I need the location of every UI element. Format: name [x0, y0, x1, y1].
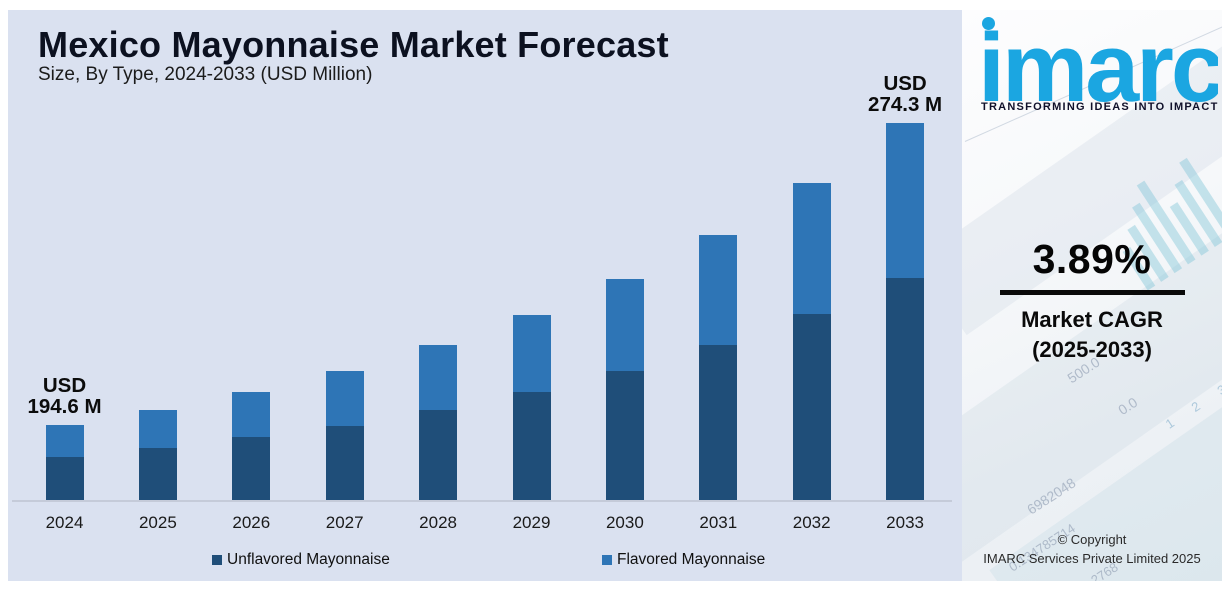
x-axis-label-2033: 2033 — [886, 513, 924, 532]
bar-segment-flavored-2029 — [512, 315, 551, 392]
watermark-axis-label: 0.0 — [1115, 393, 1141, 419]
brand-panel: 500.0 0.0 1 2 3 4 6982048 0.134785714 27… — [962, 10, 1222, 581]
x-axis-label-2032: 2032 — [792, 513, 831, 532]
bar-segment-flavored-2028 — [419, 345, 458, 410]
x-axis-label-2025: 2025 — [138, 513, 177, 532]
cagr-label: Market CAGR — [1021, 307, 1163, 332]
copyright-line1: © Copyright — [1057, 532, 1127, 547]
bar-segment-unflavored-2028 — [419, 410, 458, 500]
bar-segment-flavored-2026 — [232, 392, 271, 437]
x-axis-label-2026: 2026 — [232, 513, 271, 532]
bar-segment-flavored-2030 — [605, 279, 644, 371]
bar-segment-unflavored-2030 — [605, 371, 644, 500]
bar-segment-unflavored-2031 — [699, 345, 738, 500]
legend-item-0: Unflavored Mayonnaise — [212, 551, 390, 569]
page-subtitle: Size, By Type, 2024-2033 (USD Million) — [38, 64, 373, 85]
x-axis-label-2030: 2030 — [605, 513, 644, 532]
bar-segment-unflavored-2027 — [325, 426, 364, 500]
x-axis-label-2027: 2027 — [325, 513, 364, 532]
value-label-2024: USD 194.6 M — [27, 374, 102, 418]
legend-item-1: Flavored Mayonnaise — [602, 551, 765, 569]
cagr-period: (2025-2033) — [1032, 337, 1152, 362]
legend-swatch-icon — [212, 555, 222, 565]
x-axis-label-2024: 2024 — [45, 513, 84, 532]
watermark-x-ticks: 1 2 3 4 — [1162, 359, 1222, 432]
imarc-logo-dot-icon — [982, 17, 995, 30]
bar-segment-flavored-2024 — [45, 425, 84, 457]
x-axis-line — [12, 500, 952, 502]
value-label-2033: USD 274.3 M — [868, 72, 943, 116]
page-title: Mexico Mayonnaise Market Forecast — [38, 24, 669, 65]
bar-segment-flavored-2025 — [138, 410, 177, 448]
legend-swatch-icon — [602, 555, 612, 565]
bar-segment-unflavored-2026 — [232, 437, 271, 500]
chart-panel: Mexico Mayonnaise Market Forecast Size, … — [8, 10, 962, 581]
brand-tagline: TRANSFORMING IDEAS INTO IMPACT — [981, 101, 1219, 113]
x-axis-label-2028: 2028 — [419, 513, 457, 532]
cagr-underline — [999, 290, 1185, 295]
bar-segment-flavored-2031 — [699, 235, 738, 345]
cagr-block: 3.89% Market CAGR (2025-2033) — [962, 236, 1222, 363]
imarc-logo: imarc — [978, 13, 1218, 118]
bar-segment-unflavored-2033 — [886, 278, 925, 500]
copyright-line2: IMARC Services Private Limited 2025 — [983, 551, 1201, 566]
x-axis-label-2031: 2031 — [699, 513, 738, 532]
bar-segment-flavored-2032 — [792, 183, 831, 314]
legend-label: Unflavored Mayonnaise — [227, 551, 390, 568]
bar-segment-unflavored-2032 — [792, 314, 831, 500]
bar-segment-unflavored-2029 — [512, 392, 551, 500]
copyright: © Copyright IMARC Services Private Limit… — [962, 530, 1222, 568]
svg-text:imarc: imarc — [978, 13, 1218, 118]
watermark-number: 6982048 — [1024, 474, 1079, 518]
cagr-value: 3.89% — [1032, 236, 1152, 282]
x-axis-label-2029: 2029 — [512, 513, 551, 532]
legend-label: Flavored Mayonnaise — [617, 551, 766, 568]
bar-segment-flavored-2033 — [886, 123, 925, 278]
bar-segment-unflavored-2025 — [138, 448, 177, 500]
bar-segment-unflavored-2024 — [45, 457, 84, 500]
bar-segment-flavored-2027 — [325, 371, 364, 426]
watermark-bar — [1179, 157, 1222, 239]
